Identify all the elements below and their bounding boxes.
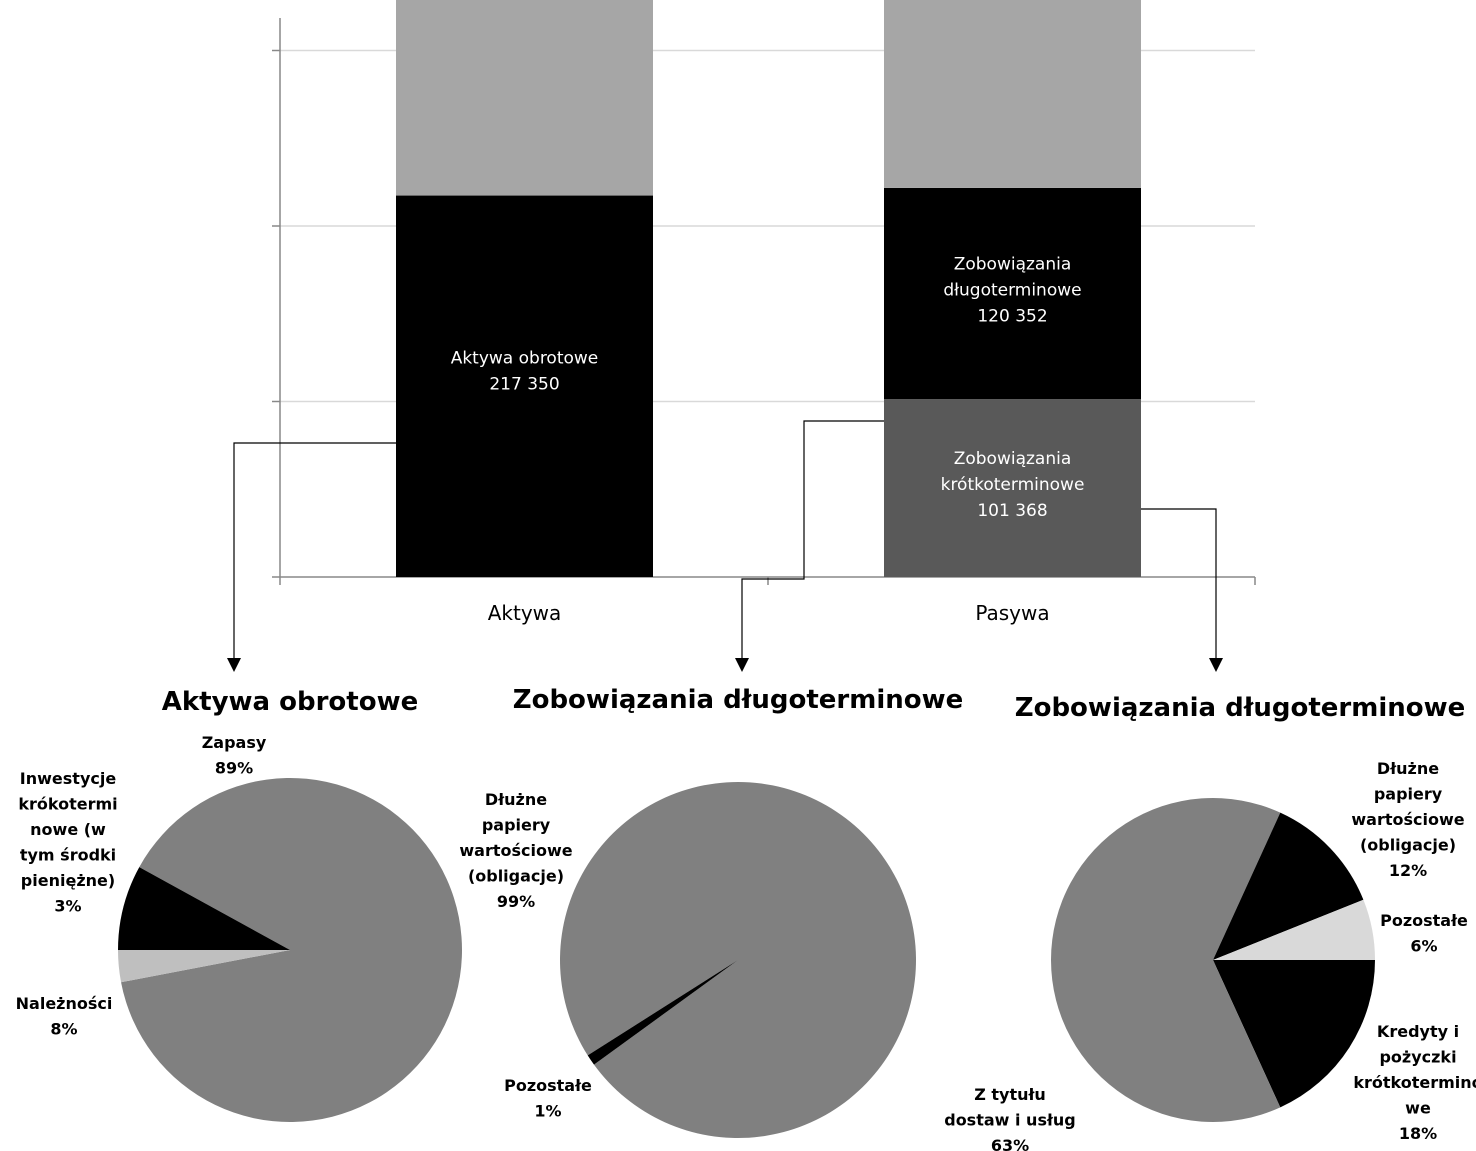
bar-segment-kapital-wlasny — [884, 0, 1141, 188]
pie-slice-dluzne-papiery-wartosciowe-obligacje — [559, 781, 916, 1138]
bar-segment-zobowiazania-krotkoterminowe — [884, 399, 1141, 577]
bar-segment-label-line: 120 352 — [977, 306, 1047, 326]
connector-aktywa-obrotowe-line — [233, 442, 396, 658]
pie-slice-label-line: papiery — [482, 816, 551, 835]
pie-slice-label-line: Z tytułu — [974, 1085, 1046, 1104]
pie-slice-label: Z tytułu dostaw i usług 63% — [944, 1085, 1076, 1151]
pie-slice-label-line: papiery — [1374, 785, 1443, 804]
pie-slice-pozostale — [1213, 899, 1375, 960]
bar-segment-label: Aktywa obrotowe 217 350 — [451, 349, 599, 395]
pie-chart-2: Zobowiązania długoterminowe Dłużne papiery… — [459, 685, 963, 1138]
bar-segment-label: Zobowiązania długoterminowe 120 352 — [943, 254, 1081, 326]
pie-slice-pozostale — [587, 960, 738, 1065]
pie-slice-label-line: Pozostałe — [1380, 911, 1468, 930]
pie-slice-label-line: Zapasy — [202, 733, 267, 752]
pie-slice-label: Pozostałe 1% — [504, 1076, 592, 1121]
bar-segment-label-line: Zobowiązania — [954, 449, 1072, 469]
pie-title: Zobowiązania długoterminowe — [1015, 693, 1466, 723]
bar-segment-aktywa-obrotowe — [396, 195, 653, 577]
pie-chart-3: Zobowiązania długoterminowe Kredyty i poży… — [944, 693, 1476, 1151]
connector-arrows — [227, 420, 1223, 672]
bar-segment-label-line: 101 368 — [977, 501, 1047, 521]
pie-slice-label-line: pożyczki — [1379, 1048, 1456, 1067]
pie-slice-label-line: 1% — [534, 1102, 561, 1121]
pie-slice-label-line: tym środki — [20, 846, 116, 865]
category-label: Aktywa — [488, 601, 562, 625]
pie-charts: Aktywa obrotowe Zapasy 89% Inwestycje krókot… — [16, 685, 1476, 1151]
pie-slice-label-line: Dłużne — [1377, 759, 1439, 778]
bar-segment-label: Zobowiązania krótkoterminowe 101 368 — [941, 449, 1085, 521]
pie-slice-label: Dłużne papiery wartościowe (obligacje) 12% — [1351, 759, 1464, 880]
pie-slice-label: Dłużne papiery wartościowe (obligacje) 99% — [459, 790, 572, 911]
pie-slice-label-line: wartościowe — [459, 841, 572, 860]
pie-slice-label-line: 6% — [1410, 937, 1437, 956]
pie-slice-label: Kredyty i pożyczki krótkotermino we 18% — [1353, 1022, 1476, 1143]
pie-slice-label-line: (obligacje) — [468, 867, 564, 886]
bar-segment-zobowiazania-dlugoterminowe — [884, 187, 1141, 400]
connector-zobowiazania-krotkoterminowe-arrowhead-icon — [1209, 658, 1223, 672]
pie-slice-label-line: dostaw i usług — [944, 1111, 1076, 1130]
pie-slice-kredyty-i-pozyczki-krotkoterminowe — [1213, 960, 1375, 1108]
pie-slice-label: Inwestycje krókotermi nowe (w tym środki pie… — [18, 769, 117, 916]
pie-slice-label-line: 89% — [215, 759, 253, 778]
connector-zobowiazania-dlugoterminowe-arrowhead-icon — [735, 658, 749, 672]
pie-slice-naleznosci — [118, 867, 290, 950]
pie-slice-label-line: 3% — [54, 897, 81, 916]
bar-segment-label-line: Aktywa obrotowe — [451, 349, 599, 369]
pie-slice-label-line: Kredyty i — [1377, 1022, 1459, 1041]
pie-slice-z-tytulu-dostaw-i-uslug — [1051, 798, 1281, 1122]
bar-segment-label-line: Zobowiązania — [954, 254, 1072, 274]
pie-slice-zapasy — [121, 777, 463, 1122]
pie-slice-label-line: Dłużne — [485, 790, 547, 809]
pie-slice-label-line: nowe (w — [30, 820, 106, 839]
pie-slice-label-line: pieniężne) — [21, 871, 115, 890]
pie-slice-label-line: krókotermi — [18, 795, 117, 814]
connector-zobowiazania-dlugoterminowe-line — [741, 420, 884, 658]
pie-slice-label: Należności 8% — [16, 994, 113, 1039]
bar-segment-label-line: 217 350 — [489, 375, 559, 395]
pie-slice-dluzne-papiery-wartosciowe-obligacje — [1213, 812, 1364, 960]
pie-slice-label-line: Należności — [16, 994, 113, 1013]
bar-segment-label-line: długoterminowe — [943, 280, 1081, 300]
pie-title: Zobowiązania długoterminowe — [513, 685, 964, 715]
pie-slice-label-line: Pozostałe — [504, 1076, 592, 1095]
pie-slice-label: Zapasy 89% — [202, 733, 267, 778]
pie-slice-label-line: we — [1405, 1099, 1431, 1118]
pie-slice-label-line: krótkotermino — [1353, 1073, 1476, 1092]
pie-slice-label-line: Inwestycje — [20, 769, 117, 788]
pie-slice-inwestycje-krokoterminowe-w-tym-srodki-pieniezne — [118, 950, 290, 983]
pie-slice-label-line: 18% — [1399, 1124, 1437, 1143]
pie-slice-label: Pozostałe 6% — [1380, 911, 1468, 956]
pie-slice-label-line: 8% — [50, 1020, 77, 1039]
bar-segment-aktywa-trwale — [396, 0, 653, 196]
pie-slice-label-line: 63% — [991, 1136, 1029, 1151]
connector-zobowiazania-krotkoterminowe-line — [1141, 508, 1217, 658]
pie-slice-label-line: 12% — [1389, 861, 1427, 880]
pie-slice-label-line: 99% — [497, 892, 535, 911]
pie-chart-1: Aktywa obrotowe Zapasy 89% Inwestycje krókot… — [16, 687, 463, 1122]
category-label: Pasywa — [975, 601, 1049, 625]
pie-slice-label-line: wartościowe — [1351, 810, 1464, 829]
pie-title: Aktywa obrotowe — [162, 687, 419, 717]
bar-segment-label-line: krótkoterminowe — [941, 475, 1085, 495]
connector-aktywa-obrotowe-arrowhead-icon — [227, 658, 241, 672]
pie-slice-label-line: (obligacje) — [1360, 836, 1456, 855]
